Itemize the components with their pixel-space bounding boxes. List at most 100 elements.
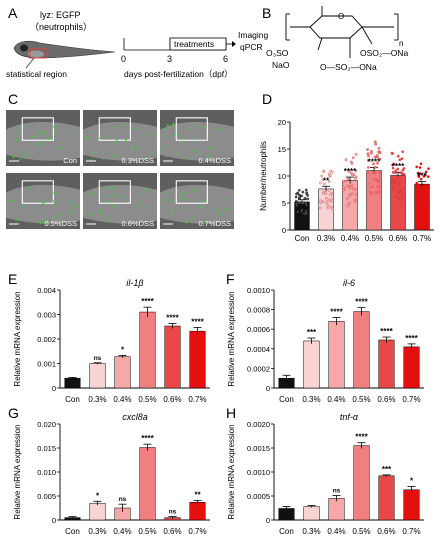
neutrophil-dot (211, 146, 214, 149)
data-point (330, 197, 334, 201)
significance-label: **** (392, 162, 405, 171)
x-tick-label: 0.6% (163, 527, 181, 536)
data-point (419, 162, 423, 166)
neutrophil-dot (112, 204, 114, 207)
data-point (374, 191, 378, 194)
data-point (354, 175, 358, 179)
y-axis-label: Number/neutrophils (259, 141, 268, 211)
zebrafish-larva-icon (13, 40, 116, 59)
data-point (296, 210, 300, 214)
x-tick-label: 0.7% (402, 395, 420, 404)
neutrophil-dot (122, 124, 125, 126)
data-point (396, 154, 400, 158)
larva-body (160, 121, 234, 161)
significance-label: ns (333, 488, 341, 495)
y-tick-label: 0.002 (37, 335, 56, 344)
data-point (366, 148, 369, 151)
bar (328, 498, 345, 521)
y-tick-label: 0 (266, 384, 270, 393)
significance-label: ns (169, 509, 177, 516)
significance-label: *** (382, 465, 392, 474)
data-point (366, 171, 369, 174)
data-point (294, 202, 298, 206)
neutrophil-dot (180, 207, 183, 210)
y-tick-label: 0.015 (37, 444, 56, 453)
panel-letter-e: E (8, 271, 17, 287)
significance-label: **** (141, 297, 154, 306)
significance-label: *** (417, 171, 427, 180)
neutrophil-dot (178, 195, 181, 197)
x-tick-label: 0.6% (389, 234, 407, 243)
y-axis-label: Relative mRNA expression (13, 291, 22, 386)
neutrophil-dot (102, 157, 105, 160)
data-point (396, 189, 400, 193)
bar (403, 346, 420, 389)
neutrophil-dot (164, 198, 167, 201)
neutrophil-dot (126, 200, 128, 203)
x-tick-label: Con (65, 527, 80, 536)
neutrophil-dot (62, 219, 64, 222)
bar (139, 447, 156, 521)
data-point (331, 170, 334, 174)
tile-label: 0.7%DSS (198, 219, 231, 228)
significance-label: **** (355, 298, 368, 307)
neutrophil-dot (72, 158, 75, 161)
neutrophil-dot (41, 211, 44, 214)
tile-label: Con (63, 156, 77, 165)
y-tick-label: 0.020 (37, 420, 56, 429)
data-point (320, 174, 324, 178)
neutrophil-dot (87, 138, 90, 140)
data-point (379, 174, 382, 178)
data-point (330, 207, 334, 211)
data-point (378, 171, 381, 174)
neutrophil-dot (218, 208, 220, 211)
x-tick-label: 0.3% (317, 234, 335, 243)
data-point (329, 193, 332, 197)
neutrophil-dot (51, 216, 54, 219)
data-point (403, 186, 406, 190)
larva-body (6, 184, 80, 224)
chart-f: 0 0.0002 0.0004 0.0006 0.0008 0.0010 Relative … (227, 278, 424, 404)
neutrophil-dot (116, 154, 118, 157)
neutrophil-dot (177, 133, 180, 136)
group-o-so2-ona: O—SO₂—ONa (320, 62, 377, 72)
neutrophil-dot (146, 206, 149, 209)
significance-label: **** (344, 167, 357, 176)
neutrophil-dot (228, 208, 231, 211)
y-tick-label: 0 (52, 516, 56, 525)
neutrophil-dot (195, 125, 198, 127)
tile-label: 0.5%DSS (44, 219, 77, 228)
data-point (414, 187, 418, 191)
neutrophil-dot (192, 189, 194, 192)
data-point (390, 151, 394, 155)
micrograph-tile: 0.6%DSS (83, 173, 157, 229)
data-point (321, 170, 325, 173)
data-point (424, 170, 428, 174)
data-point (376, 185, 380, 188)
neutrophil-dot (41, 143, 44, 146)
neutrophil-dot (198, 205, 200, 208)
chart-e: 0 0.001 0.002 0.003 0.004 Relative mRNA expre… (13, 278, 210, 404)
neutrophil-dot (161, 150, 164, 153)
data-point (354, 169, 358, 173)
neutrophil-dot (180, 140, 183, 143)
data-point (393, 178, 396, 182)
data-point (377, 147, 381, 150)
chart-h: 0 0.0005 0.0010 0.0015 0.0020 Relative mRNA e… (227, 412, 424, 536)
data-point (328, 198, 331, 202)
significance-label: * (96, 491, 100, 500)
larva-body (83, 184, 157, 224)
x-tick-label: Con (279, 527, 294, 536)
neutrophil-dot (125, 140, 127, 143)
significance-label: **** (368, 157, 381, 166)
neutrophil-dot (45, 222, 48, 224)
bar (89, 363, 106, 389)
data-point (298, 196, 301, 200)
neutrophil-dot (53, 125, 55, 128)
bar (189, 330, 206, 389)
neutrophil-dot (192, 217, 195, 220)
data-point (302, 212, 306, 215)
neutrophil-dot (60, 146, 62, 149)
